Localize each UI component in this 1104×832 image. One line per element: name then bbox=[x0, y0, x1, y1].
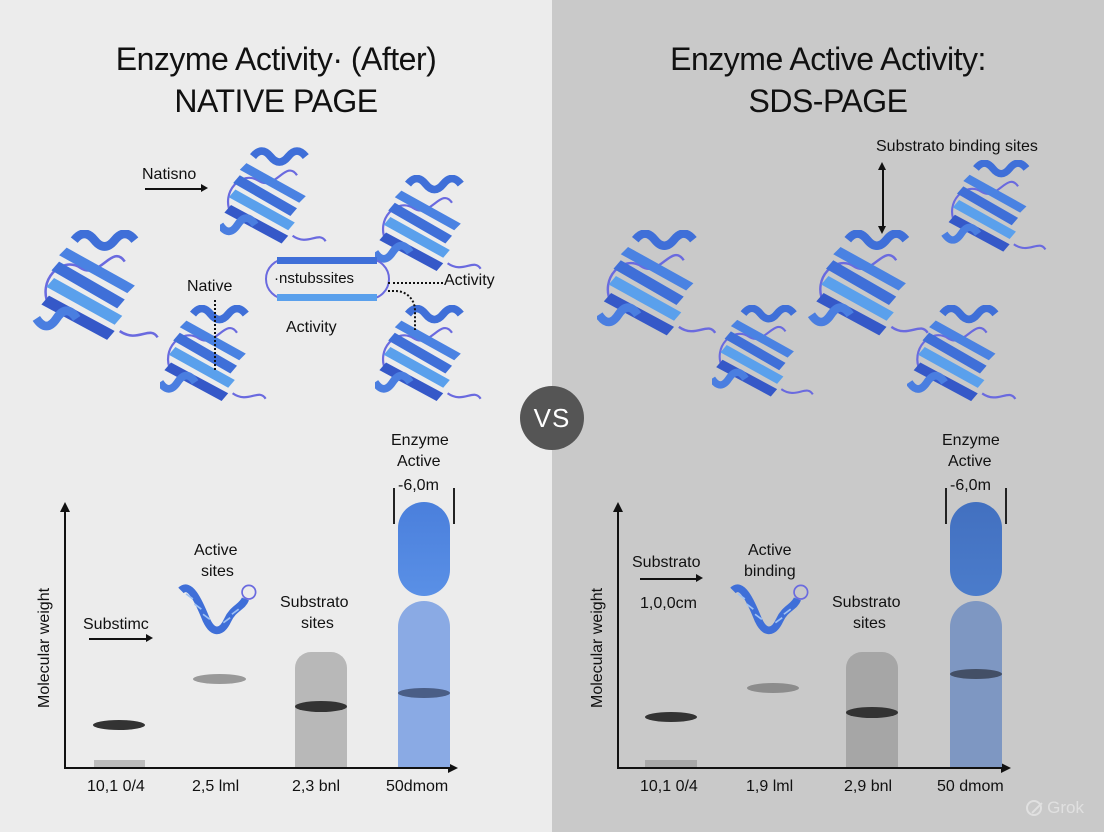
activity-right-label: Activity bbox=[444, 272, 495, 289]
lane-label-4: 50dmom bbox=[386, 778, 449, 795]
sds-page-panel: Enzyme Active Activity: SDS-PAGE Substra… bbox=[552, 0, 1104, 832]
natisno-arrow-icon bbox=[145, 188, 203, 190]
bracket-tick bbox=[945, 488, 947, 524]
enzyme-active-label-3: -6,0m bbox=[398, 477, 439, 494]
protein-structure-icon bbox=[907, 305, 1022, 410]
gel-lane-4 bbox=[950, 601, 1002, 767]
enzyme-active-label-3: -6,0m bbox=[950, 477, 991, 494]
x-axis bbox=[64, 767, 452, 769]
substrato-binding-label: Substrato binding sites bbox=[876, 138, 1038, 155]
arrow-down-icon bbox=[878, 226, 886, 234]
bracket-tick bbox=[393, 488, 395, 524]
arrow-up-icon bbox=[878, 162, 886, 170]
dotted-connector bbox=[388, 282, 443, 284]
protein-structure-icon bbox=[32, 230, 167, 350]
sds-title-line1: Enzyme Active Activity: bbox=[670, 41, 986, 77]
active-sites-label-1: Active bbox=[194, 542, 238, 559]
grok-logo-icon bbox=[1026, 800, 1043, 816]
beta-strand-bottom bbox=[277, 294, 377, 301]
gel-band bbox=[846, 707, 898, 718]
y-axis bbox=[64, 510, 66, 768]
lane-label-2: 1,9 lml bbox=[746, 778, 794, 795]
arrow-head-icon bbox=[201, 184, 208, 192]
substrato-arrow bbox=[640, 578, 698, 580]
y-axis-arrow-icon bbox=[60, 502, 70, 512]
distance-label: 1,0,0cm bbox=[640, 595, 697, 612]
y-axis-arrow-icon bbox=[613, 502, 623, 512]
protein-structure-icon bbox=[597, 230, 722, 345]
lane-label-1: 10,1 0/4 bbox=[87, 778, 145, 795]
enzyme-active-label-1: Enzyme bbox=[942, 432, 1000, 449]
alpha-helix-icon bbox=[728, 582, 816, 638]
native-page-panel: Enzyme Activity· (After) NATIVE PAGE Nat… bbox=[0, 0, 552, 832]
bracket-tick bbox=[453, 488, 455, 524]
grok-watermark: Grok bbox=[1026, 798, 1084, 818]
nstubssites-label: ·nstubssites bbox=[274, 270, 355, 287]
substrato-sites-label-2: sites bbox=[853, 615, 886, 632]
y-axis-label: Molecular weight bbox=[589, 587, 606, 708]
gel-band bbox=[193, 674, 246, 684]
alpha-helix-icon bbox=[176, 582, 264, 638]
substrato-sites-label-2: sites bbox=[301, 615, 334, 632]
substimc-label: Substimc bbox=[83, 616, 149, 633]
sds-title-line2: SDS-PAGE bbox=[748, 83, 909, 119]
active-sites-label-2: sites bbox=[201, 563, 234, 580]
activity-bottom-label: Activity bbox=[286, 319, 337, 336]
y-axis-label: Molecular weight bbox=[36, 587, 53, 708]
dotted-connector bbox=[388, 290, 416, 330]
y-axis bbox=[617, 510, 619, 768]
lane-label-4: 50 dmom bbox=[937, 778, 1004, 795]
lane-label-3: 2,3 bnl bbox=[292, 778, 341, 795]
native-label: Native bbox=[187, 278, 233, 295]
substrato-sites-label-1: Substrato bbox=[280, 594, 349, 611]
protein-structure-icon bbox=[712, 305, 817, 405]
gel-lane-1 bbox=[645, 760, 697, 767]
lane-label-1: 10,1 0/4 bbox=[640, 778, 698, 795]
gel-band bbox=[398, 688, 450, 698]
arrow-head-icon bbox=[696, 574, 703, 582]
active-binding-label-1: Active bbox=[748, 542, 792, 559]
native-title-line1: Enzyme Activity· (After) bbox=[115, 41, 437, 77]
dotted-connector bbox=[214, 300, 216, 370]
vs-badge: VS bbox=[520, 386, 584, 450]
bracket-tick bbox=[1005, 488, 1007, 524]
x-axis-arrow-icon bbox=[448, 763, 458, 773]
protein-structure-icon bbox=[937, 160, 1057, 260]
enzyme-active-capsule bbox=[950, 502, 1002, 596]
gel-band bbox=[295, 701, 347, 712]
double-arrow-line bbox=[882, 168, 884, 228]
protein-structure-icon bbox=[220, 145, 330, 255]
x-axis bbox=[617, 767, 1005, 769]
gel-lane-4 bbox=[398, 601, 450, 767]
natisno-label: Natisno bbox=[142, 166, 197, 183]
enzyme-active-label-1: Enzyme bbox=[391, 432, 449, 449]
x-axis-arrow-icon bbox=[1001, 763, 1011, 773]
substimc-arrow bbox=[89, 638, 147, 640]
gel-band bbox=[950, 669, 1002, 679]
beta-strand-top bbox=[277, 257, 377, 264]
enzyme-active-label-2: Active bbox=[397, 453, 441, 470]
enzyme-active-capsule bbox=[398, 502, 450, 596]
lane-label-3: 2,9 bnl bbox=[844, 778, 893, 795]
gel-band bbox=[93, 720, 145, 730]
substrate-site-capsule bbox=[265, 257, 390, 301]
substrato-sites-label-1: Substrato bbox=[832, 594, 901, 611]
native-title-line2: NATIVE PAGE bbox=[174, 83, 378, 119]
arrow-head-icon bbox=[146, 634, 153, 642]
enzyme-active-label-2: Active bbox=[948, 453, 992, 470]
active-binding-label-2: binding bbox=[744, 563, 796, 580]
gel-lane-1 bbox=[94, 760, 145, 767]
gel-band bbox=[747, 683, 799, 693]
gel-band bbox=[645, 712, 697, 722]
protein-structure-icon bbox=[375, 175, 485, 280]
watermark-label: Grok bbox=[1047, 798, 1084, 817]
lane-label-2: 2,5 lml bbox=[192, 778, 240, 795]
substrato-label: Substrato bbox=[632, 554, 701, 571]
